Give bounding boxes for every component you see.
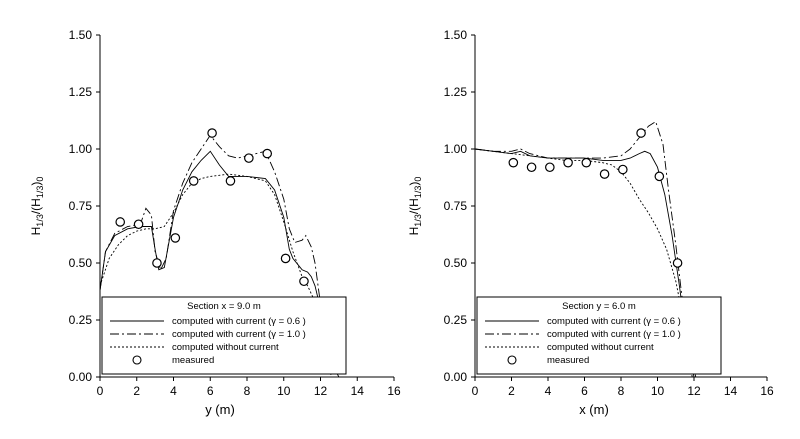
series-line-solid bbox=[475, 148, 695, 377]
y-title-part: /(H bbox=[407, 198, 421, 214]
y-tick-label: 1.25 bbox=[444, 85, 468, 99]
legend-entry: measured bbox=[172, 355, 214, 366]
x-tick-label: 4 bbox=[545, 384, 552, 398]
x-tick-label: 14 bbox=[724, 384, 738, 398]
x-tick-label: 14 bbox=[351, 384, 365, 398]
measured-point bbox=[618, 164, 628, 175]
y-tick-label: 1.25 bbox=[69, 85, 93, 99]
y-title-subscript: 1/3 bbox=[35, 186, 45, 199]
y-tick-label: 0.75 bbox=[69, 199, 93, 213]
measured-point bbox=[133, 219, 144, 230]
y-tick-label: 1.00 bbox=[444, 142, 468, 156]
legend-box bbox=[476, 296, 722, 375]
x-tick-label: 10 bbox=[651, 384, 665, 398]
y-title-part: H bbox=[29, 227, 43, 236]
y-tick-label: 1.50 bbox=[444, 28, 468, 42]
series-line-dotted bbox=[100, 173, 332, 377]
chart-left: 0.00 0.25 0.50 0.75 1.00 1.25 1.50 0 2 4 6 8 10 12 14 1… bbox=[29, 28, 401, 417]
legend-marker bbox=[507, 355, 517, 365]
y-title-subscript: 1/3 bbox=[413, 186, 423, 199]
x-tick-label: 8 bbox=[618, 384, 625, 398]
y-title-part: ) bbox=[407, 182, 421, 186]
y-title-part: ) bbox=[29, 182, 43, 186]
x-tick-label: 16 bbox=[387, 384, 401, 398]
legend-entry: computed with current (γ = 1.0 ) bbox=[172, 329, 306, 340]
y-tick-label: 1.00 bbox=[69, 142, 93, 156]
legend-entry: computed without current bbox=[547, 342, 654, 353]
measured-point bbox=[244, 153, 254, 163]
x-tick-label: 0 bbox=[472, 384, 479, 398]
legend-entry: computed with current (γ = 0.6 ) bbox=[547, 316, 681, 327]
series-line-dashdot bbox=[475, 120, 697, 377]
series-line-solid bbox=[100, 150, 340, 377]
y-tick-label: 1.50 bbox=[69, 28, 93, 42]
x-axis-title: y (m) bbox=[205, 402, 235, 417]
legend-title: Section x = 9.0 m bbox=[187, 301, 261, 312]
measured-point bbox=[545, 162, 555, 173]
series-line-dashdot bbox=[100, 134, 331, 373]
measured-point bbox=[170, 233, 181, 243]
x-tick-label: 0 bbox=[97, 384, 104, 398]
measured-point bbox=[299, 276, 309, 287]
y-tick-label: 0.50 bbox=[444, 256, 468, 270]
measured-point bbox=[672, 258, 683, 268]
x-tick-label: 6 bbox=[207, 384, 214, 398]
y-title-part: /(H bbox=[29, 198, 43, 214]
measured-point bbox=[115, 217, 126, 227]
measured-point bbox=[654, 171, 665, 182]
x-axis-title: x (m) bbox=[579, 402, 609, 417]
y-tick-label: 0.25 bbox=[69, 313, 93, 327]
x-tick-label: 2 bbox=[133, 384, 140, 398]
legend-marker bbox=[132, 355, 142, 365]
legend-entry: measured bbox=[547, 355, 589, 366]
y-tick-label: 0.50 bbox=[69, 256, 93, 270]
x-tick-label: 2 bbox=[508, 384, 515, 398]
legend-box bbox=[101, 296, 347, 375]
y-axis-title: H1/3/(H1/3)0 bbox=[29, 177, 45, 236]
y-title-part: H bbox=[407, 227, 421, 236]
measured-point bbox=[563, 157, 573, 168]
y-tick-label: 0.25 bbox=[444, 313, 468, 327]
x-tick-label: 12 bbox=[687, 384, 701, 398]
measured-point bbox=[508, 157, 519, 168]
legend-entry: computed with current (γ = 0.6 ) bbox=[172, 316, 306, 327]
y-axis-title: H1/3/(H1/3)0 bbox=[407, 177, 423, 236]
measured-point bbox=[188, 176, 199, 186]
y-tick-label: 0.75 bbox=[444, 199, 468, 213]
x-tick-label: 16 bbox=[760, 384, 774, 398]
y-title-subscript: 0 bbox=[413, 177, 423, 182]
y-title-subscript: 0 bbox=[35, 177, 45, 182]
measured-point bbox=[152, 258, 162, 268]
legend-title: Section y = 6.0 m bbox=[562, 301, 636, 312]
measured-point bbox=[262, 148, 273, 159]
y-tick-label: 0.00 bbox=[444, 370, 468, 384]
measured-point bbox=[280, 253, 291, 264]
x-tick-label: 4 bbox=[170, 384, 177, 398]
y-tick-label: 0.00 bbox=[69, 370, 93, 384]
y-title-subscript: 1/3 bbox=[35, 214, 45, 227]
y-title-subscript: 1/3 bbox=[413, 214, 423, 227]
measured-point bbox=[526, 162, 537, 173]
legend-entry: computed without current bbox=[172, 342, 279, 353]
legend-entry: computed with current (γ = 1.0 ) bbox=[547, 329, 681, 340]
x-tick-label: 8 bbox=[244, 384, 251, 398]
x-tick-label: 10 bbox=[277, 384, 291, 398]
measured-point bbox=[207, 128, 217, 138]
x-tick-label: 12 bbox=[314, 384, 328, 398]
x-tick-label: 6 bbox=[581, 384, 588, 398]
chart-right: 0.00 0.25 0.50 0.75 1.00 1.25 1.50 0 2 4 6 8 10 12 14 1… bbox=[407, 28, 774, 417]
measured-point bbox=[636, 128, 646, 138]
measured-point bbox=[225, 176, 236, 186]
measured-point bbox=[581, 157, 592, 168]
measured-point bbox=[599, 169, 610, 179]
